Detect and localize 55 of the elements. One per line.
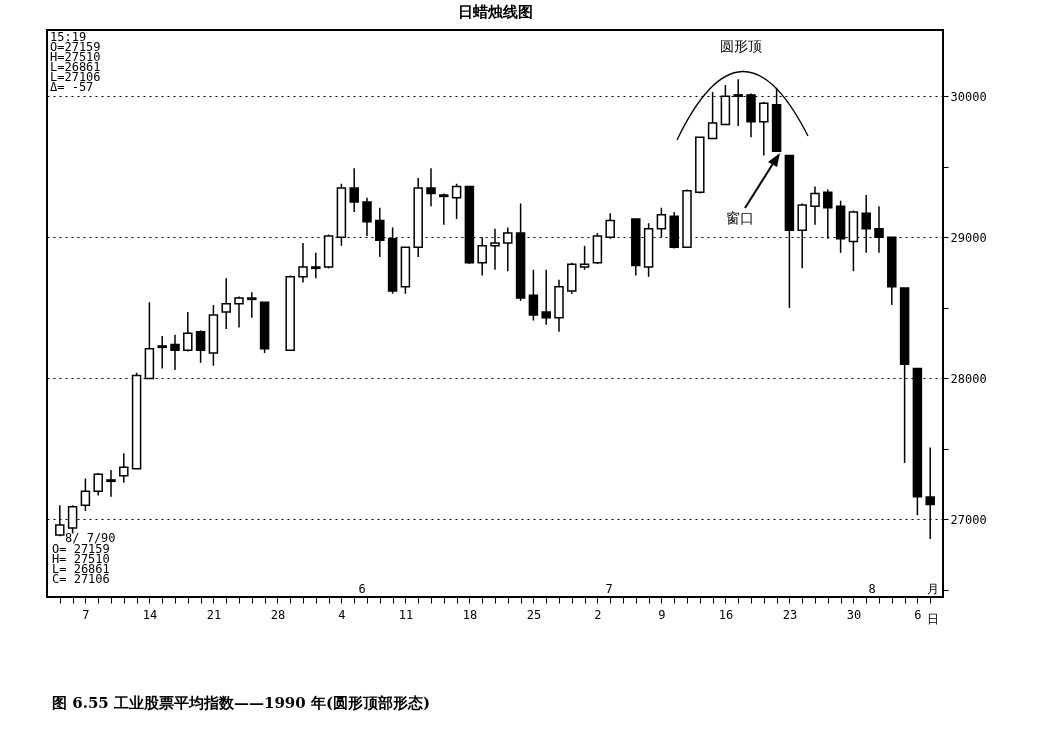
x-tick-label: 6 (914, 607, 922, 622)
y-tick-label: 28000 (950, 371, 987, 386)
candlestick (451, 182, 462, 220)
annotation: 8 (868, 582, 876, 596)
text: 日 (927, 612, 939, 626)
x-tick-label: 11 (398, 607, 414, 622)
chart-title: 日蜡烛线图 (457, 3, 533, 20)
candlestick (183, 311, 193, 353)
candlestick (93, 472, 103, 497)
candlestick (106, 469, 116, 498)
x-tick-label: 21 (206, 607, 222, 622)
annotation: 窗口 (726, 210, 754, 226)
x-tick-label: 7 (82, 607, 90, 622)
annotation: O= 27159 (52, 542, 110, 556)
y-tick-label: 29000 (950, 230, 987, 245)
annotation: C= 27106 (52, 572, 110, 586)
x-tick-label: 14 (142, 607, 158, 622)
y-tick-label: 30000 (950, 89, 987, 104)
annotation: 6 (358, 582, 366, 596)
candlestick (170, 333, 180, 371)
candlestick (426, 167, 436, 208)
candlestick (541, 269, 551, 326)
annotation: 月 (927, 582, 939, 596)
candlestick (234, 295, 244, 329)
annotation: 8/ 7/90 (65, 531, 116, 545)
candlestick (503, 226, 513, 272)
candlestick (195, 329, 206, 364)
candlestick (157, 335, 167, 370)
annotation: 圆形顶 (720, 38, 762, 54)
annotation: 7 (605, 582, 613, 596)
x-tick-label: 2 (594, 607, 602, 622)
x-tick-label: 18 (462, 607, 478, 622)
x-tick-label: 30 (846, 607, 862, 622)
candlestick (247, 291, 257, 319)
x-tick-label: 16 (718, 607, 734, 622)
x-tick-label: 9 (658, 607, 666, 622)
candlestick (759, 101, 769, 157)
candlestick (439, 192, 449, 226)
candlestick (311, 252, 321, 279)
x-tick-label: 4 (338, 607, 346, 622)
candlestick (874, 205, 884, 254)
candlestick (605, 212, 615, 240)
candlestick (119, 452, 129, 484)
candlestick (298, 242, 308, 284)
candlestick (221, 277, 231, 330)
candlestick (528, 269, 539, 322)
candlestick (349, 167, 359, 213)
candlestick (810, 185, 820, 226)
caption: 图 6.55 工业股票平均指数——1990 年(圆形顶部形态) (52, 694, 431, 712)
candlestick (80, 477, 91, 512)
candlestick (579, 245, 590, 271)
x-tick-label: 28 (270, 607, 286, 622)
y-tick-label: 27000 (950, 512, 987, 527)
x-tick-label: 23 (782, 607, 798, 622)
x-tick-label: 25 (526, 607, 542, 622)
